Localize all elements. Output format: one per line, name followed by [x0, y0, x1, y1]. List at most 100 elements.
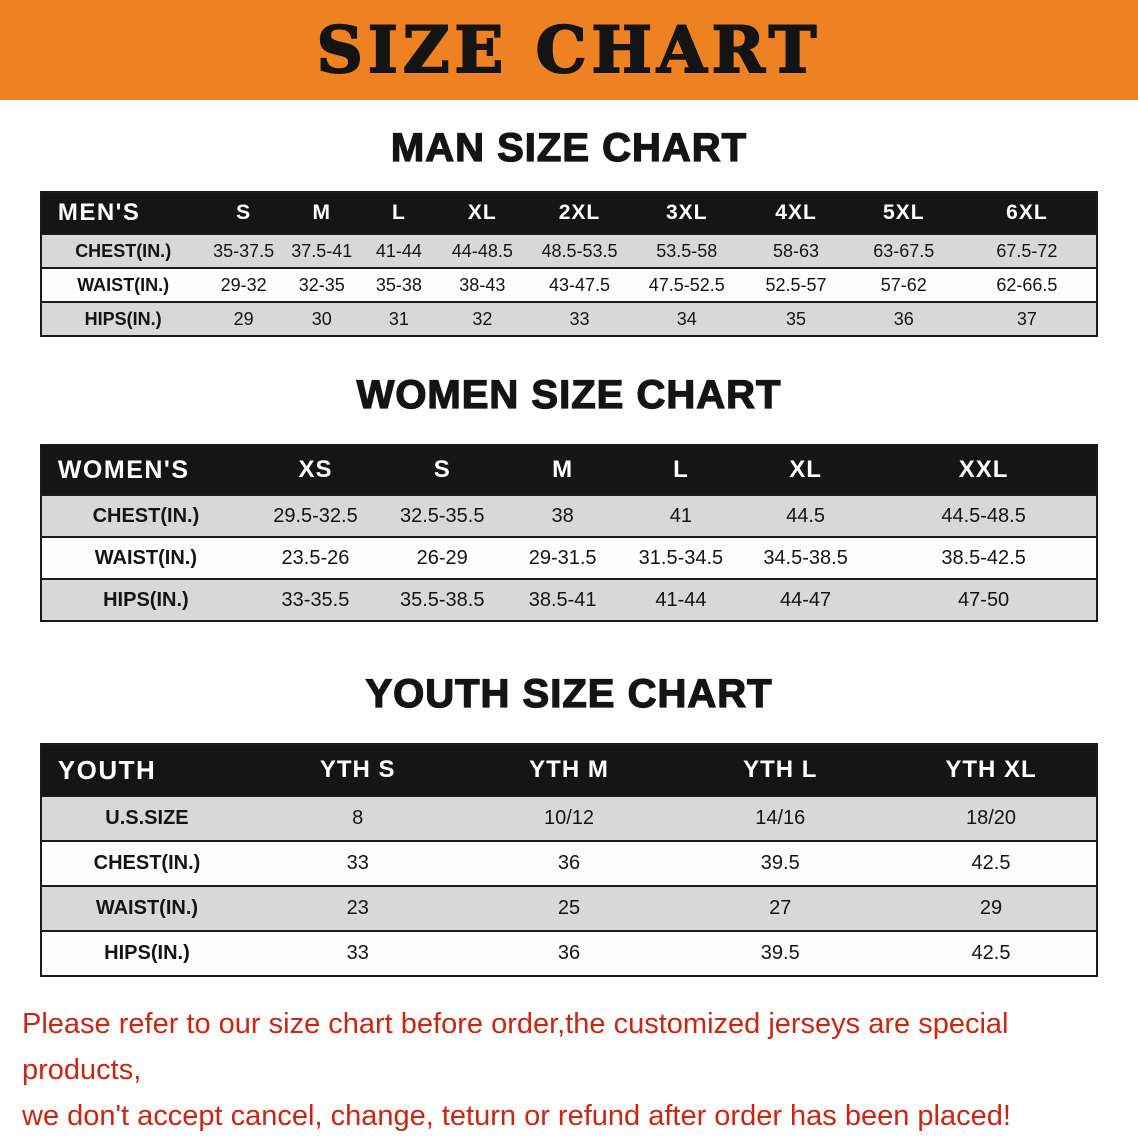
table-cell: 38.5-42.5	[871, 536, 1098, 579]
women-waist-row: WAIST(IN.) 23.5-26 26-29 29-31.5 31.5-34…	[40, 536, 1098, 579]
women-header-size: XXL	[871, 445, 1098, 495]
table-cell: 57-62	[849, 267, 958, 302]
women-header-size: S	[380, 445, 504, 495]
table-cell: 31	[360, 301, 437, 336]
table-cell: 34.5-38.5	[740, 536, 872, 579]
youth-chest-row: CHEST(IN.) 33 36 39.5 42.5	[40, 840, 1098, 886]
row-label: WAIST(IN.)	[40, 536, 250, 579]
women-header-row: WOMEN'S XS S M L XL XXL	[40, 445, 1098, 495]
table-cell: 43-47.5	[527, 267, 632, 302]
table-cell: 38.5-41	[503, 578, 622, 621]
men-header-row: MEN'S S M L XL 2XL 3XL 4XL 5XL 6XL	[40, 192, 1098, 234]
table-cell: 32	[436, 301, 528, 336]
table-cell: 33	[252, 840, 464, 886]
men-header-size: S	[204, 192, 283, 234]
youth-header-corner: YOUTH	[40, 744, 253, 796]
table-cell: 8	[252, 795, 464, 841]
row-label: CHEST(IN.)	[40, 840, 253, 886]
table-cell: 58-63	[742, 233, 850, 268]
youth-waist-row: WAIST(IN.) 23 25 27 29	[40, 885, 1098, 931]
table-cell: 29-31.5	[503, 536, 622, 579]
table-cell: 33-35.5	[249, 578, 381, 621]
table-cell: 29	[885, 885, 1098, 931]
table-cell: 37.5-41	[282, 233, 361, 268]
note-line-1: Please refer to our size chart before or…	[22, 1008, 1009, 1086]
banner-title: SIZE CHART	[316, 12, 822, 89]
note-line-2: we don't accept cancel, change, teturn o…	[22, 1100, 1011, 1132]
women-section-heading: WOMEN SIZE CHART	[356, 372, 782, 417]
table-cell: 30	[282, 301, 361, 336]
table-cell: 10/12	[463, 795, 675, 841]
table-cell: 41-44	[360, 233, 437, 268]
table-cell: 26-29	[380, 536, 504, 579]
table-cell: 38	[503, 494, 622, 537]
table-cell: 67.5-72	[957, 233, 1098, 268]
women-chest-row: CHEST(IN.) 29.5-32.5 32.5-35.5 38 41 44.…	[40, 494, 1098, 537]
table-cell: 23	[252, 885, 464, 931]
table-cell: 35.5-38.5	[380, 578, 504, 621]
table-cell: 29-32	[204, 267, 283, 302]
table-cell: 63-67.5	[849, 233, 958, 268]
table-cell: 41-44	[621, 578, 741, 621]
men-header-size: XL	[436, 192, 528, 234]
table-cell: 29.5-32.5	[249, 494, 381, 537]
table-cell: 53.5-58	[631, 233, 743, 268]
women-section: WOMEN SIZE CHART WOMEN'S XS S M L XL XXL…	[0, 372, 1138, 622]
women-header-size: L	[621, 445, 741, 495]
row-label: HIPS(IN.)	[40, 578, 250, 621]
table-cell: 48.5-53.5	[527, 233, 632, 268]
table-cell: 36	[849, 301, 958, 336]
women-header-size: M	[503, 445, 622, 495]
table-cell: 23.5-26	[249, 536, 381, 579]
row-label: CHEST(IN.)	[40, 494, 250, 537]
youth-header-size: YTH M	[463, 744, 675, 796]
men-header-size: L	[360, 192, 437, 234]
footer-note: Please refer to our size chart before or…	[0, 1001, 1138, 1139]
table-cell: 36	[463, 930, 675, 976]
men-header-size: 6XL	[957, 192, 1098, 234]
men-header-size: M	[282, 192, 361, 234]
table-cell: 39.5	[674, 840, 886, 886]
row-label: CHEST(IN.)	[40, 233, 205, 268]
table-cell: 32-35	[282, 267, 361, 302]
table-cell: 44-48.5	[436, 233, 528, 268]
men-header-size: 3XL	[631, 192, 743, 234]
table-cell: 44.5	[740, 494, 872, 537]
table-cell: 25	[463, 885, 675, 931]
men-header-size: 2XL	[527, 192, 632, 234]
table-cell: 62-66.5	[957, 267, 1098, 302]
table-cell: 34	[631, 301, 743, 336]
table-cell: 35	[742, 301, 850, 336]
table-cell: 32.5-35.5	[380, 494, 504, 537]
table-cell: 35-37.5	[204, 233, 283, 268]
men-header-corner: MEN'S	[40, 192, 205, 234]
men-chest-row: CHEST(IN.) 35-37.5 37.5-41 41-44 44-48.5…	[40, 233, 1098, 268]
men-header-size: 5XL	[849, 192, 958, 234]
men-hips-row: HIPS(IN.) 29 30 31 32 33 34 35 36 37	[40, 301, 1098, 336]
women-size-table: WOMEN'S XS S M L XL XXL CHEST(IN.) 29.5-…	[39, 444, 1099, 622]
men-section: MAN SIZE CHART MEN'S S M L XL 2XL 3XL 4X…	[0, 125, 1138, 337]
table-cell: 42.5	[885, 840, 1098, 886]
row-label: WAIST(IN.)	[40, 885, 253, 931]
youth-header-size: YTH S	[252, 744, 464, 796]
table-cell: 39.5	[674, 930, 886, 976]
table-cell: 35-38	[360, 267, 437, 302]
women-header-corner: WOMEN'S	[40, 445, 250, 495]
table-cell: 27	[674, 885, 886, 931]
men-size-table: MEN'S S M L XL 2XL 3XL 4XL 5XL 6XL CHEST…	[39, 191, 1099, 337]
table-cell: 33	[527, 301, 632, 336]
women-header-size: XL	[740, 445, 872, 495]
row-label: WAIST(IN.)	[40, 267, 205, 302]
table-cell: 18/20	[885, 795, 1098, 841]
table-cell: 38-43	[436, 267, 528, 302]
women-hips-row: HIPS(IN.) 33-35.5 35.5-38.5 38.5-41 41-4…	[40, 578, 1098, 621]
youth-header-size: YTH XL	[885, 744, 1098, 796]
table-cell: 47.5-52.5	[631, 267, 743, 302]
banner: SIZE CHART	[0, 0, 1138, 100]
table-cell: 42.5	[885, 930, 1098, 976]
youth-ussize-row: U.S.SIZE 8 10/12 14/16 18/20	[40, 795, 1098, 841]
youth-section: YOUTH SIZE CHART YOUTH YTH S YTH M YTH L…	[0, 671, 1138, 977]
table-cell: 47-50	[871, 578, 1098, 621]
table-cell: 52.5-57	[742, 267, 850, 302]
youth-header-size: YTH L	[674, 744, 886, 796]
